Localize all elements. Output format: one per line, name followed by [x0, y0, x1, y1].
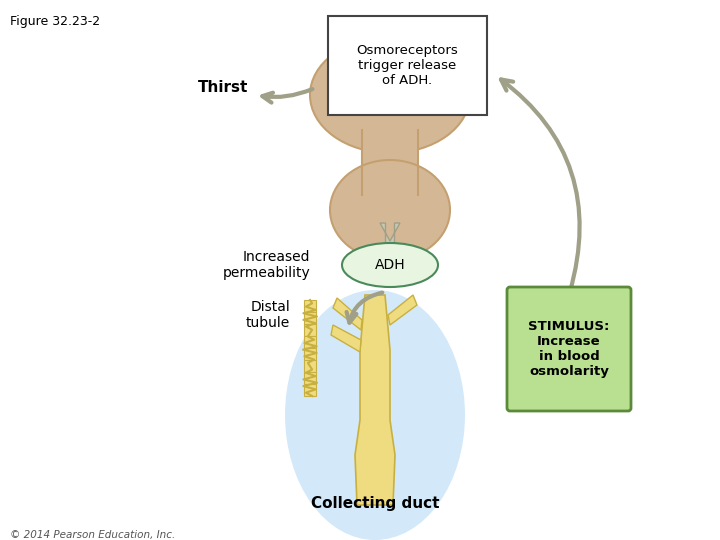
Polygon shape — [304, 348, 316, 360]
Polygon shape — [304, 324, 316, 336]
Text: © 2014 Pearson Education, Inc.: © 2014 Pearson Education, Inc. — [10, 530, 175, 540]
Text: Figure 32.23-2: Figure 32.23-2 — [10, 15, 100, 28]
Ellipse shape — [330, 160, 450, 260]
Text: Collecting duct: Collecting duct — [311, 496, 439, 511]
Ellipse shape — [285, 290, 465, 540]
FancyBboxPatch shape — [507, 287, 631, 411]
Polygon shape — [304, 360, 316, 372]
Polygon shape — [304, 384, 316, 396]
Polygon shape — [388, 295, 417, 325]
Polygon shape — [304, 312, 316, 324]
Polygon shape — [304, 300, 316, 312]
Text: Osmoreceptors
trigger release
of ADH.: Osmoreceptors trigger release of ADH. — [356, 44, 459, 87]
Ellipse shape — [342, 243, 438, 287]
Polygon shape — [333, 298, 362, 330]
Polygon shape — [304, 372, 316, 384]
FancyBboxPatch shape — [328, 16, 487, 115]
Text: Thirst: Thirst — [197, 80, 248, 96]
Text: STIMULUS:
Increase
in blood
osmolarity: STIMULUS: Increase in blood osmolarity — [528, 320, 610, 378]
Text: Increased
permeability: Increased permeability — [222, 250, 310, 280]
Polygon shape — [331, 325, 361, 352]
Polygon shape — [304, 336, 316, 348]
Polygon shape — [362, 130, 418, 195]
Polygon shape — [355, 295, 395, 505]
Ellipse shape — [310, 37, 470, 153]
Polygon shape — [380, 223, 400, 255]
Text: Distal
tubule: Distal tubule — [246, 300, 290, 330]
Text: ADH: ADH — [374, 258, 405, 272]
